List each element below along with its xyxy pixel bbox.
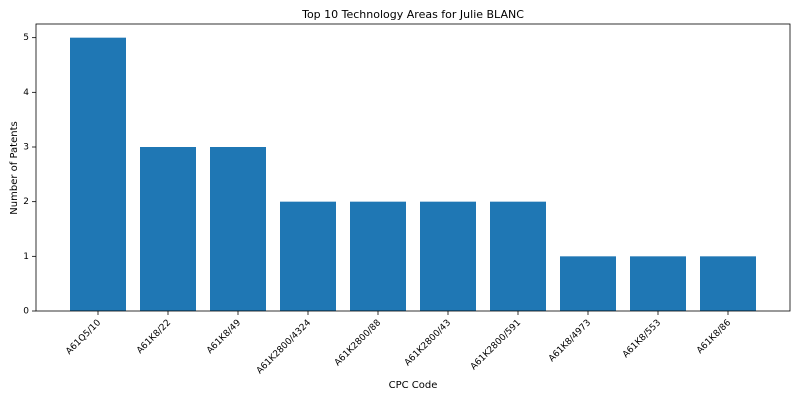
x-tick-label: A61K2800/43: [403, 318, 453, 368]
bar: [70, 38, 126, 311]
chart: Top 10 Technology Areas for Julie BLANC …: [0, 0, 800, 400]
y-tick-label: 3: [23, 143, 29, 153]
bar: [350, 202, 406, 311]
y-tick-label: 5: [23, 33, 29, 43]
x-tick-label: A61K2800/591: [469, 318, 523, 372]
chart-title: Top 10 Technology Areas for Julie BLANC: [301, 8, 524, 21]
bar: [630, 256, 686, 311]
y-tick-label: 2: [23, 197, 29, 207]
bar: [210, 147, 266, 311]
y-axis-label: Number of Patents: [9, 121, 20, 214]
bar: [560, 256, 616, 311]
x-tick-label: A61K8/49: [205, 318, 243, 356]
x-tick-label: A61K8/4973: [547, 318, 593, 364]
x-axis-label: CPC Code: [389, 380, 438, 391]
bar: [140, 147, 196, 311]
y-tick-label: 1: [23, 252, 29, 262]
x-tick-label: A61K2800/88: [333, 318, 383, 368]
x-tick-label: A61K8/22: [135, 318, 173, 356]
bar: [700, 256, 756, 311]
bar: [490, 202, 546, 311]
x-tick-label: A61K8/553: [621, 318, 663, 360]
bar: [420, 202, 476, 311]
y-tick-label: 0: [23, 307, 29, 317]
x-tick-label: A61K8/86: [695, 318, 733, 356]
x-tick-label: A61K2800/4324: [255, 318, 313, 376]
bar: [280, 202, 336, 311]
x-tick-label: A61Q5/10: [64, 318, 103, 357]
y-tick-label: 4: [23, 88, 29, 98]
